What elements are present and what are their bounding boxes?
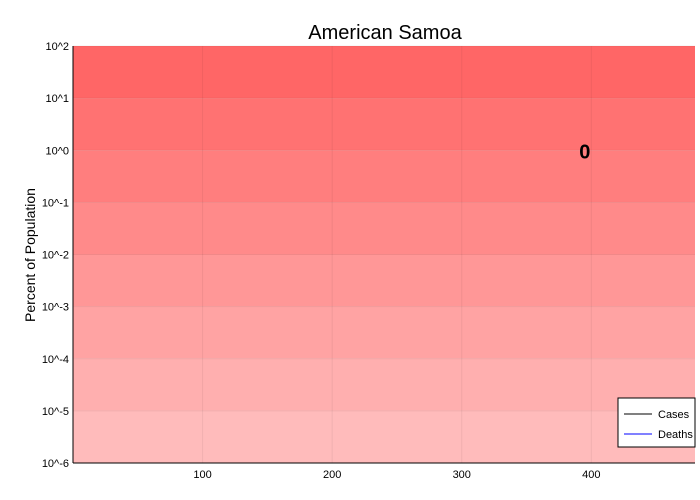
background-band (73, 98, 695, 151)
background-band (73, 254, 695, 307)
background-band (73, 410, 695, 463)
legend-label: Cases (658, 409, 690, 421)
background-band (73, 358, 695, 411)
y-tick-label: 10^2 (45, 41, 69, 53)
annotations: 0 (579, 141, 590, 163)
y-tick-label: 10^-6 (42, 458, 69, 470)
legend: Cases Deaths (617, 397, 696, 448)
background-band (73, 150, 695, 203)
y-tick-label: 10^-4 (42, 354, 69, 366)
x-tick-label: 400 (582, 469, 600, 481)
y-tick-label: 10^-2 (42, 250, 69, 262)
x-tick-labels: 100 200 300 400 (193, 469, 600, 481)
axes (72, 46, 695, 464)
legend-label: Deaths (658, 429, 693, 441)
background-band (73, 202, 695, 255)
y-tick-label: 10^1 (45, 93, 69, 105)
background-band (73, 306, 695, 359)
y-tick-label: 10^-5 (42, 406, 69, 418)
x-tick-label: 100 (193, 469, 211, 481)
chart-title: American Samoa (308, 22, 462, 44)
y-tick-label: 10^0 (45, 145, 69, 157)
annotation-label: 0 (579, 141, 590, 163)
y-axis-label: Percent of Population (22, 188, 38, 322)
y-tick-label: 10^-1 (42, 197, 69, 209)
legend-box (617, 397, 696, 448)
y-tick-labels: 10^2 10^1 10^0 10^-1 10^-2 10^-3 10^-4 10^-5 10^… (42, 41, 69, 470)
background-band (73, 46, 695, 99)
x-tick-label: 300 (453, 469, 471, 481)
background-bands (73, 46, 695, 463)
y-tick-label: 10^-3 (42, 302, 69, 314)
x-tick-label: 200 (323, 469, 341, 481)
